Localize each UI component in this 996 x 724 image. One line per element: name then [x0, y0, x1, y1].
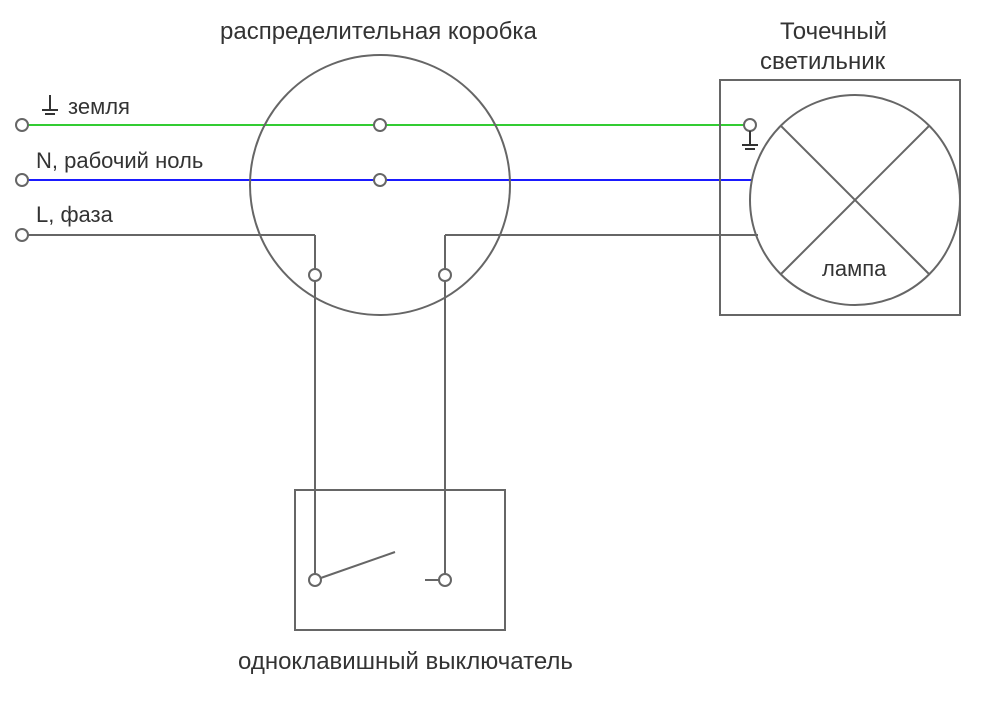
lamp-label: лампа	[822, 256, 886, 282]
switch-label: одноклавишный выключатель	[238, 648, 573, 676]
junction-box-label: распределительная коробка	[220, 18, 537, 46]
terminal-switch-right	[439, 574, 451, 586]
terminal-input-neutral	[16, 174, 28, 186]
terminal-input-ground	[16, 119, 28, 131]
terminal-jb-phase-in	[309, 269, 321, 281]
ground-label: земля	[68, 94, 130, 120]
terminal-spot-ground	[744, 119, 756, 131]
spotlight-label-1: Точечный	[780, 18, 887, 46]
terminal-switch-left	[309, 574, 321, 586]
spotlight-label-2: светильник	[760, 48, 885, 76]
switch-box	[295, 490, 505, 630]
neutral-label: N, рабочий ноль	[36, 148, 203, 174]
wiring-diagram	[0, 0, 996, 724]
phase-label: L, фаза	[36, 202, 113, 228]
ground-symbol-input	[42, 95, 58, 114]
terminal-jb-neutral	[374, 174, 386, 186]
switch-lever	[315, 552, 395, 580]
terminal-jb-ground	[374, 119, 386, 131]
terminal-input-phase	[16, 229, 28, 241]
terminal-jb-phase-out	[439, 269, 451, 281]
ground-symbol-spot	[742, 131, 758, 149]
